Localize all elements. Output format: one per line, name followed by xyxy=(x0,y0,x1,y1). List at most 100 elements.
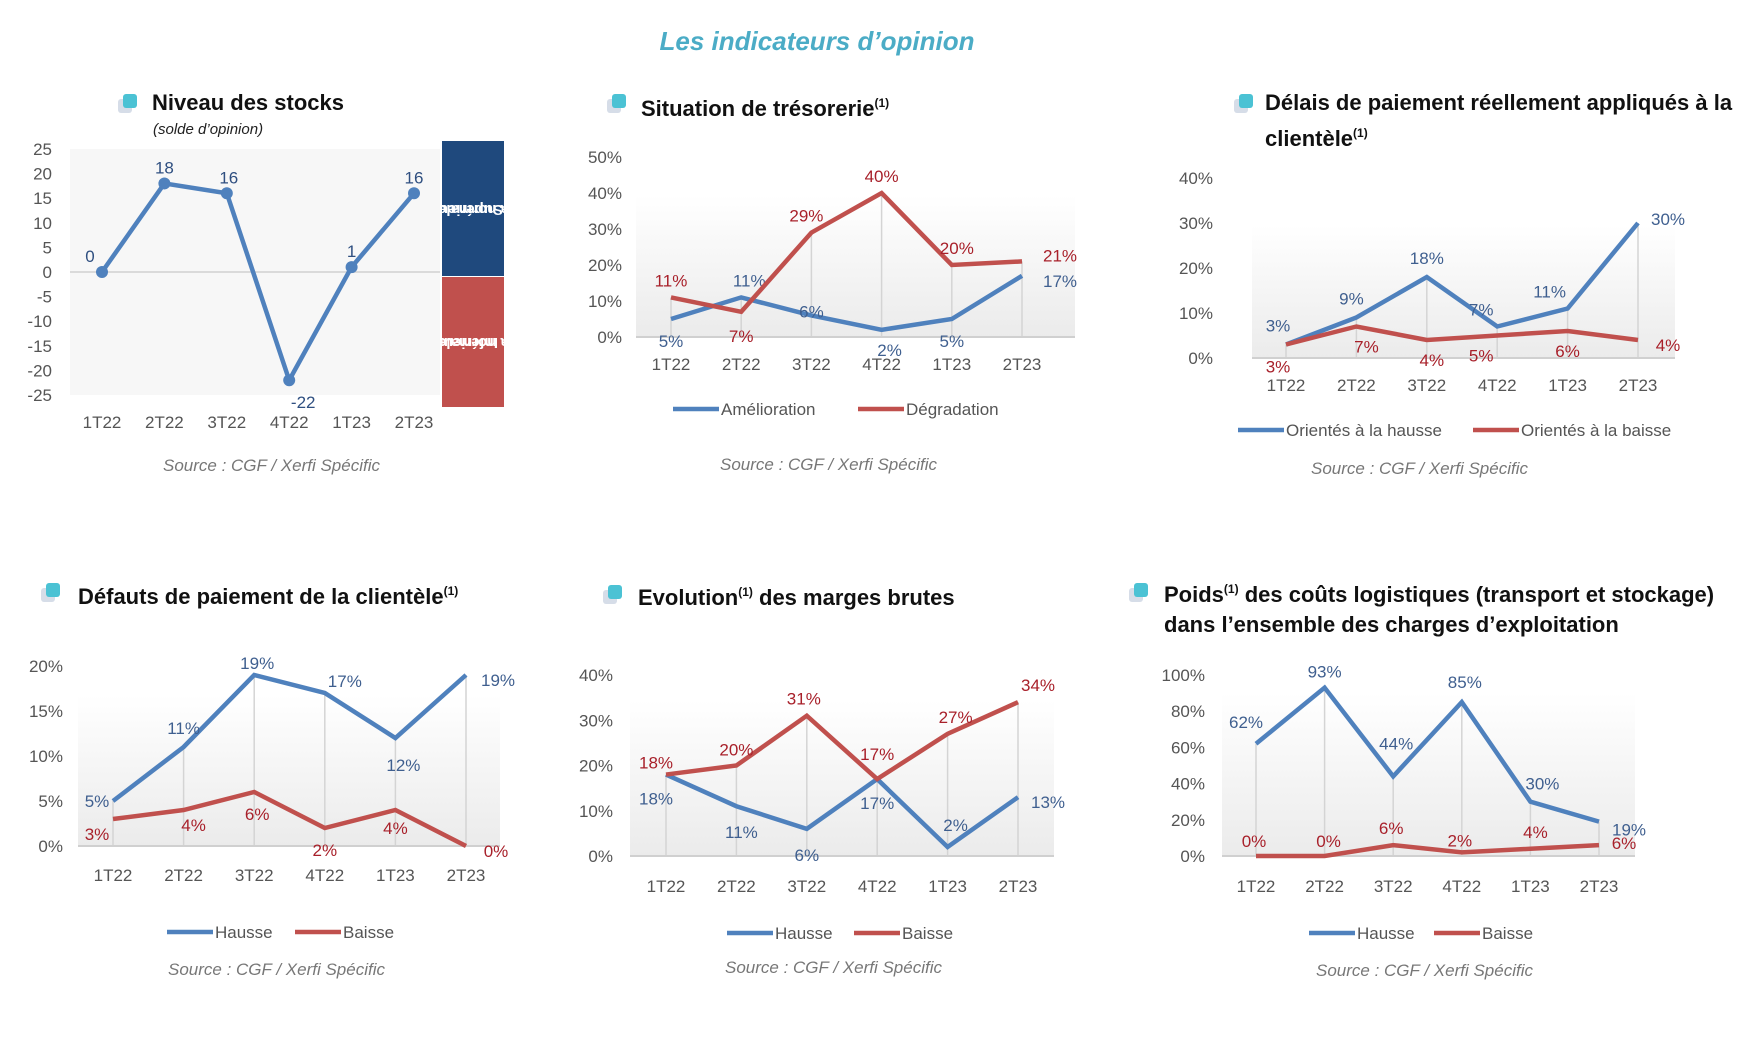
series-line-orient-s-la-baisse xyxy=(1285,324,1639,347)
x-tick-label: 1T23 xyxy=(332,413,371,432)
data-label: 6% xyxy=(245,805,270,824)
legend-label: Hausse xyxy=(1357,924,1415,943)
x-tick-label: 1T22 xyxy=(647,877,686,896)
data-label: -22 xyxy=(291,393,316,412)
legend-label: Baisse xyxy=(343,923,394,942)
data-point xyxy=(220,187,233,200)
panel-title-text: Evolution xyxy=(638,585,739,610)
x-tick-label: 2T22 xyxy=(1305,877,1344,896)
panel-title-stocks: Niveau des stocks xyxy=(152,88,344,118)
x-tick-label: 1T23 xyxy=(1548,376,1587,395)
band-below-normal: Inférieurs à la normale xyxy=(430,277,526,407)
y-tick-label: 10% xyxy=(29,747,63,766)
y-tick-label: 0 xyxy=(43,263,52,282)
data-label: 40% xyxy=(865,167,899,186)
data-label: 6% xyxy=(799,302,824,321)
series-line-baisse xyxy=(112,789,468,849)
panel-title-defauts: Défauts de paiement de la clientèle(1) xyxy=(78,576,458,612)
panel-title-text-2: des coûts logistiques (transport et stoc… xyxy=(1238,582,1715,607)
y-tick-label: 25 xyxy=(33,140,52,159)
x-tick-label: 3T22 xyxy=(207,413,246,432)
y-tick-label: 10% xyxy=(579,802,613,821)
x-tick-label: 2T23 xyxy=(447,866,486,885)
y-tick-label: 80% xyxy=(1171,702,1205,721)
panel-title-text: Situation de trésorerie xyxy=(641,96,875,121)
legend-label: Hausse xyxy=(215,923,273,942)
data-label: 0% xyxy=(484,842,509,861)
data-point xyxy=(345,261,358,274)
y-tick-label: 5% xyxy=(38,792,63,811)
data-label: 30% xyxy=(1525,775,1559,794)
footnote-ref: (1) xyxy=(874,96,890,110)
x-tick-label: 3T22 xyxy=(787,877,826,896)
y-tick-label: 30% xyxy=(579,711,613,730)
data-label: 0% xyxy=(1242,832,1267,851)
data-label: 4% xyxy=(1523,823,1548,842)
y-tick-label: -20 xyxy=(27,361,52,380)
data-label: 4% xyxy=(1656,336,1681,355)
data-label: 17% xyxy=(860,794,894,813)
data-label: 11% xyxy=(1533,283,1566,302)
y-tick-label: 100% xyxy=(1162,666,1205,685)
y-tick-label: 40% xyxy=(1171,775,1205,794)
x-tick-label: 2T23 xyxy=(1003,355,1042,374)
y-tick-label: 15% xyxy=(29,702,63,721)
data-label: 18 xyxy=(155,158,174,177)
panel-title-text: Poids xyxy=(1164,582,1224,607)
band-above-normal: Supérieurs à la normale xyxy=(425,141,526,276)
data-label: 29% xyxy=(789,207,823,226)
panel-title-line2: clientèle xyxy=(1265,126,1354,151)
x-tick-label: 2T22 xyxy=(145,413,184,432)
data-label: 6% xyxy=(1612,834,1637,853)
x-tick-label: 3T22 xyxy=(792,355,831,374)
x-tick-label: 3T22 xyxy=(235,866,274,885)
data-label: 7% xyxy=(1469,301,1494,320)
y-tick-label: -5 xyxy=(37,288,52,307)
x-tick-label: 2T23 xyxy=(1619,376,1658,395)
data-label: 2% xyxy=(877,341,902,360)
data-label: 31% xyxy=(787,690,821,709)
plot-area xyxy=(78,695,500,846)
x-tick-label: 4T22 xyxy=(305,866,344,885)
data-label: 34% xyxy=(1021,676,1055,695)
data-label: 17% xyxy=(328,672,362,691)
data-label: 4% xyxy=(383,819,408,838)
y-tick-label: -25 xyxy=(27,386,52,405)
data-point xyxy=(158,177,171,190)
x-tick-label: 4T22 xyxy=(858,877,897,896)
x-tick-label: 1T22 xyxy=(94,866,133,885)
y-tick-label: 0% xyxy=(588,847,613,866)
series-line-orient-s-la-hausse xyxy=(1285,221,1640,347)
y-tick-label: 50% xyxy=(588,148,622,167)
data-label: 3% xyxy=(1266,317,1291,336)
data-label: 5% xyxy=(659,332,684,351)
data-label: 17% xyxy=(860,745,894,764)
source-note: Source : CGF / Xerfi Spécific xyxy=(1316,961,1533,980)
y-tick-label: 0% xyxy=(597,328,622,347)
series-line-hausse xyxy=(665,772,1020,850)
data-label: 62% xyxy=(1229,713,1263,732)
x-tick-label: 2T23 xyxy=(1580,877,1619,896)
page-title: Les indicateurs d’opinion xyxy=(659,26,975,56)
y-tick-label: 40% xyxy=(1179,169,1213,188)
plot-area xyxy=(1222,693,1635,856)
legend-label: Hausse xyxy=(775,924,833,943)
panel-title-line2: dans l’ensemble des charges d’exploitati… xyxy=(1164,612,1619,637)
bullet-icon xyxy=(118,94,137,113)
x-tick-label: 1T23 xyxy=(928,877,967,896)
panel-subtitle-stocks: (solde d’opinion) xyxy=(153,121,264,138)
data-label: 16 xyxy=(405,168,424,187)
data-label: 18% xyxy=(639,754,673,773)
data-label: 0% xyxy=(1316,832,1341,851)
bullet-icon xyxy=(603,585,622,604)
x-tick-label: 4T22 xyxy=(1478,376,1517,395)
x-tick-label: 4T22 xyxy=(270,413,309,432)
y-tick-label: 20% xyxy=(1171,811,1205,830)
data-label: 3% xyxy=(1266,358,1291,377)
data-point xyxy=(96,266,108,278)
source-note: Source : CGF / Xerfi Spécific xyxy=(1311,459,1528,478)
source-note: Source : CGF / Xerfi Spécific xyxy=(720,455,937,474)
x-tick-label: 2T22 xyxy=(164,866,203,885)
data-label: 6% xyxy=(1555,342,1580,361)
